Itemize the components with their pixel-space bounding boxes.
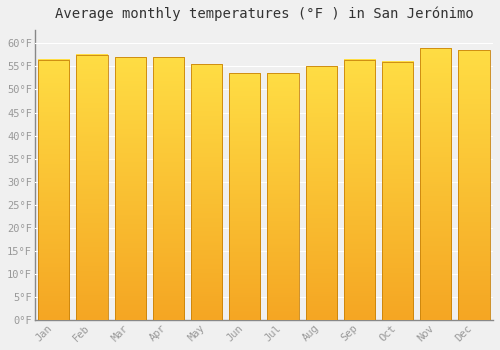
Bar <box>382 62 413 320</box>
Bar <box>76 55 108 320</box>
Bar <box>458 50 490 320</box>
Bar <box>229 74 260 320</box>
Bar <box>191 64 222 320</box>
Bar <box>344 60 375 320</box>
Bar <box>268 74 298 320</box>
Bar <box>152 57 184 320</box>
Bar <box>114 57 146 320</box>
Title: Average monthly temperatures (°F ) in San Jerónimo: Average monthly temperatures (°F ) in Sa… <box>54 7 474 21</box>
Bar <box>306 66 337 320</box>
Bar <box>420 48 452 320</box>
Bar <box>38 60 70 320</box>
